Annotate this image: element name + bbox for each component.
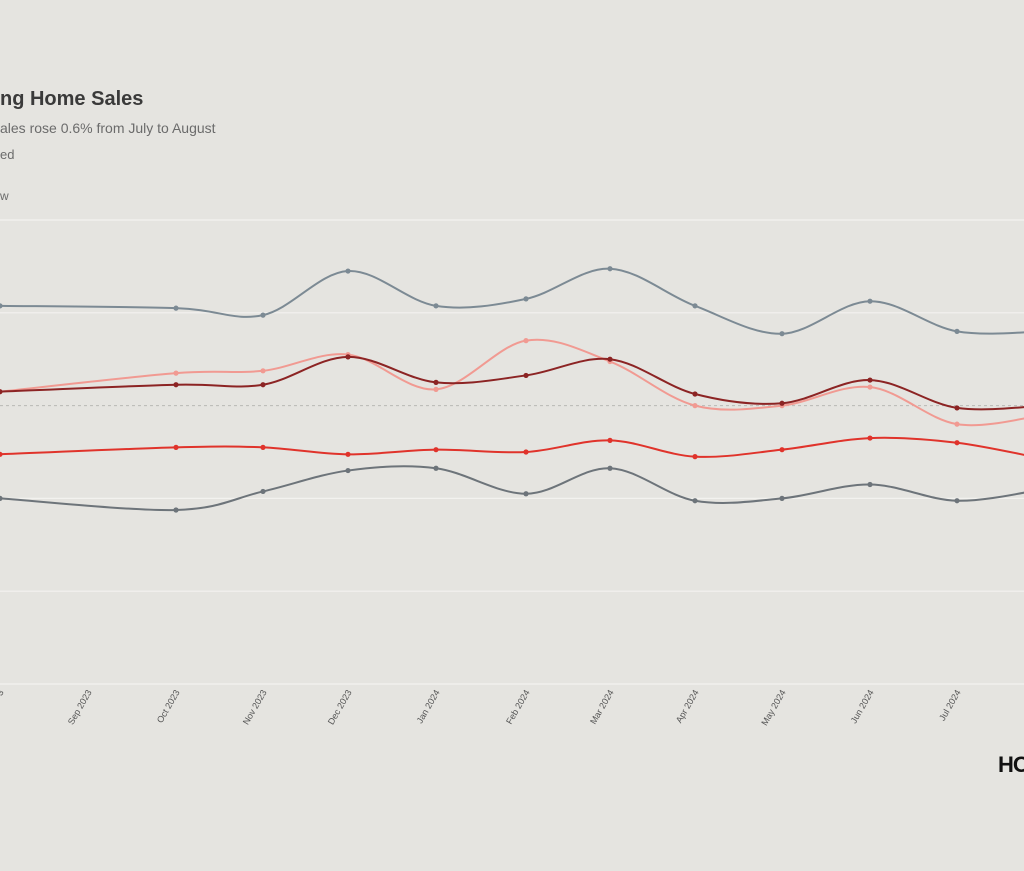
data-point-gray-lower: [692, 498, 698, 504]
data-point-gray-lower: [345, 467, 351, 474]
data-point-dark-red: [523, 372, 529, 379]
series-layer: [0, 266, 1024, 513]
data-point-light-red: [173, 370, 179, 376]
data-point-red: [433, 447, 439, 453]
x-tick-label: May 2024: [759, 688, 787, 727]
data-point-dark-red: [173, 382, 179, 388]
data-point-dark-red: [433, 379, 439, 385]
data-point-gray-upper: [867, 298, 873, 304]
chart-note: ed: [0, 147, 15, 162]
data-point-dark-red: [260, 382, 266, 388]
x-tick-label: Nov 2023: [241, 688, 269, 726]
data-point-dark-red: [345, 354, 351, 360]
brand-logo-text: HO: [998, 752, 1024, 777]
data-point-light-red: [523, 338, 529, 344]
series-line-dark-red: [0, 355, 1024, 411]
data-point-light-red: [867, 384, 873, 390]
data-point-red: [260, 444, 266, 450]
x-tick-label: Dec 2023: [326, 688, 354, 726]
data-point-gray-upper: [692, 303, 698, 309]
data-point-red: [345, 451, 351, 457]
data-point-gray-upper: [954, 328, 960, 334]
data-point-gray-lower: [0, 495, 3, 501]
data-point-gray-upper: [779, 331, 785, 337]
data-point-light-red: [260, 368, 266, 374]
data-point-gray-lower: [523, 491, 529, 497]
data-point-gray-lower: [260, 488, 266, 495]
data-point-gray-upper: [523, 296, 529, 302]
data-point-gray-lower: [607, 465, 613, 471]
data-point-gray-upper: [607, 266, 613, 272]
data-point-dark-red: [867, 377, 873, 383]
data-point-red: [779, 447, 785, 453]
data-point-gray-lower: [173, 507, 179, 513]
data-point-gray-upper: [173, 305, 179, 311]
x-tick-label: 3: [0, 688, 6, 697]
x-tick-label: Jun 2024: [849, 688, 876, 725]
x-tick-label: Sep 2023: [66, 688, 94, 726]
chart-subtitle: ales rose 0.6% from July to August: [0, 120, 216, 136]
data-point-red: [523, 449, 529, 455]
data-point-red: [692, 454, 698, 460]
data-point-light-red: [692, 403, 698, 409]
data-point-gray-lower: [779, 495, 785, 501]
x-tick-label: Apr 2024: [674, 688, 701, 725]
x-tick-label: Oct 2023: [155, 688, 182, 725]
data-point-red: [867, 435, 873, 441]
x-tick-label: Jul 2024: [937, 688, 963, 722]
data-point-red: [173, 444, 179, 450]
data-point-gray-lower: [954, 498, 960, 504]
data-point-light-red: [433, 386, 439, 392]
x-tick-label: Jan 2024: [415, 688, 442, 725]
data-point-gray-lower: [867, 481, 873, 488]
data-point-dark-red: [692, 391, 698, 397]
series-gray-lower: [0, 465, 1024, 513]
x-tick-label: Feb 2024: [504, 688, 532, 726]
x-tick-label: Mar 2024: [588, 688, 616, 726]
series-dark-red: [0, 354, 1024, 411]
gridlines: [0, 219, 1024, 685]
data-point-red: [607, 437, 613, 443]
data-point-red: [0, 451, 3, 457]
data-point-gray-upper: [345, 268, 351, 274]
data-point-dark-red: [0, 389, 3, 395]
data-point-light-red: [954, 421, 960, 427]
data-point-dark-red: [779, 400, 785, 406]
series-line-gray-lower: [0, 465, 1024, 512]
series-gray-upper: [0, 266, 1024, 337]
x-axis: 3 Sep 2023 Oct 2023 Nov 2023 Dec 2023 Jan 202…: [0, 688, 963, 727]
data-point-red: [954, 440, 960, 446]
series-red: [0, 435, 1024, 460]
chart-title: ng Home Sales: [0, 88, 144, 110]
data-point-dark-red: [607, 356, 613, 362]
data-point-gray-lower: [433, 465, 439, 471]
data-point-gray-upper: [433, 303, 439, 309]
data-point-dark-red: [954, 405, 960, 411]
data-point-gray-upper: [0, 303, 3, 309]
data-point-gray-upper: [260, 312, 266, 318]
chart-note-secondary: w: [0, 189, 9, 203]
series-line-red: [0, 436, 1024, 458]
